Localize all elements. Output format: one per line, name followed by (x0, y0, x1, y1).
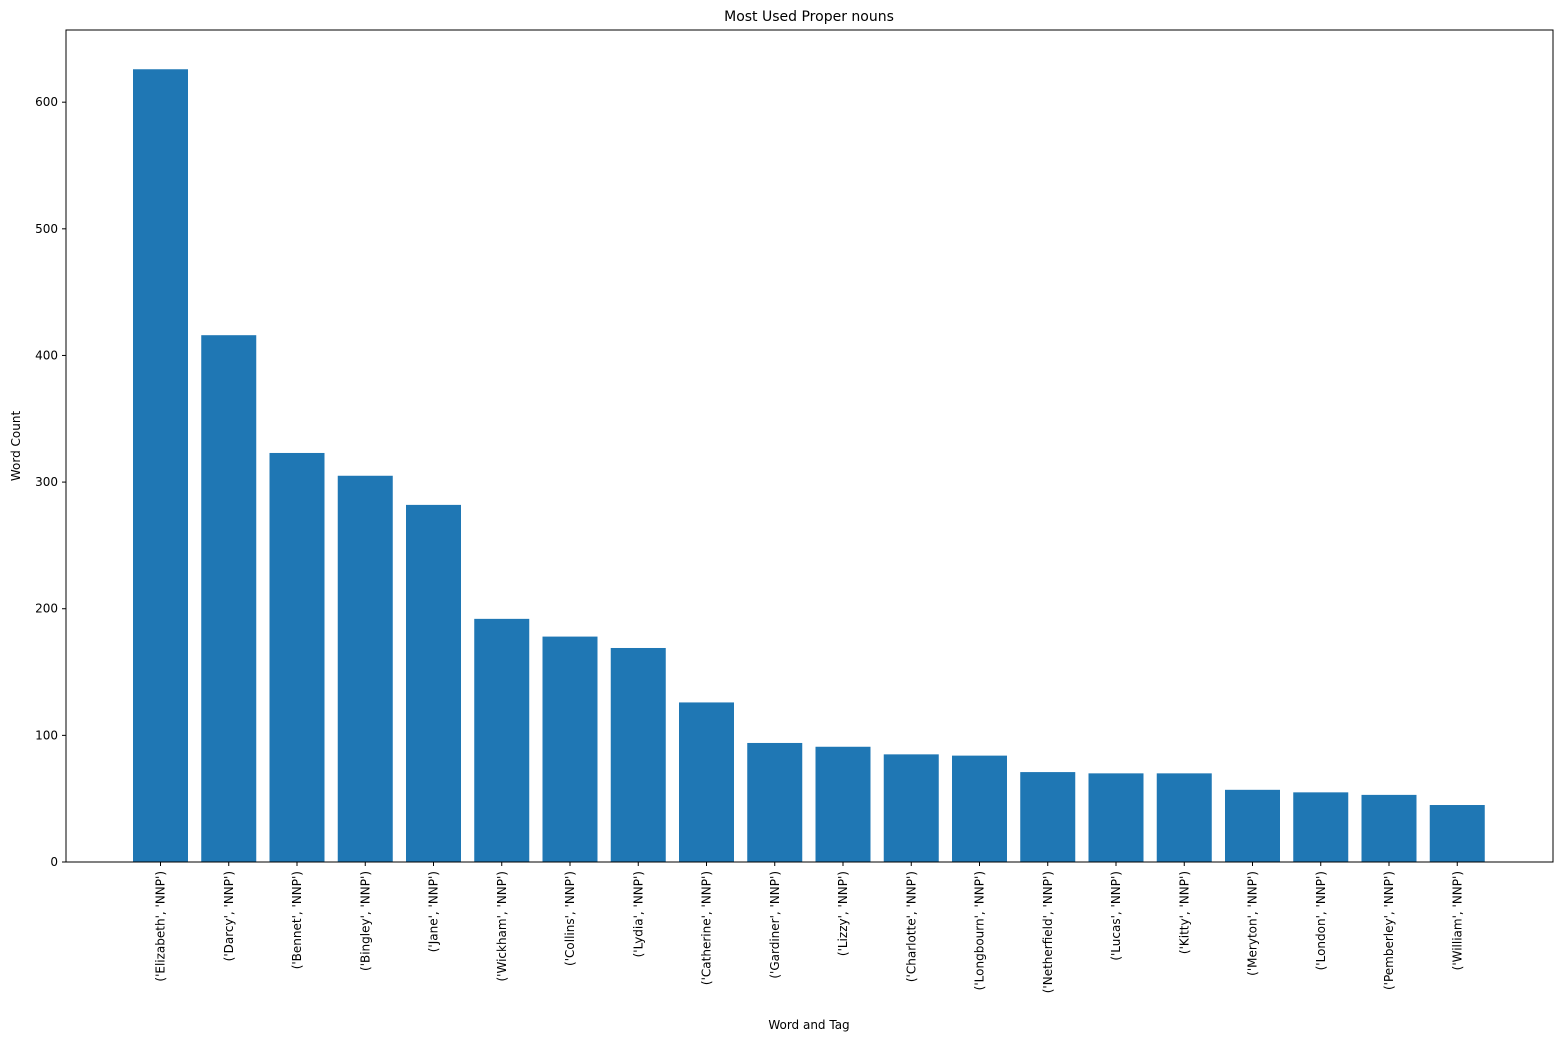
x-tick-label: ('Catherine', 'NNP') (700, 871, 714, 985)
bar (133, 69, 188, 863)
x-tick-label: ('Kitty', 'NNP') (1177, 871, 1191, 954)
x-tick-label: ('Pemberley', 'NNP') (1382, 871, 1396, 990)
x-tick-label: ('Charlotte', 'NNP') (904, 871, 918, 982)
x-tick-label: ('Meryton', 'NNP') (1246, 871, 1260, 976)
x-tick-label: ('William', 'NNP') (1450, 871, 1464, 970)
x-tick-label: ('Jane', 'NNP') (427, 871, 441, 952)
y-tick-label: 500 (35, 222, 58, 236)
y-tick-label: 600 (35, 95, 58, 109)
x-axis-label: Word and Tag (768, 1018, 849, 1032)
x-axis-ticks: ('Elizabeth', 'NNP') ('Darcy', 'NNP') ('Be… (154, 862, 1464, 993)
bar (952, 755, 1007, 862)
bar (269, 452, 325, 862)
x-tick-label: ('Darcy', 'NNP') (222, 871, 236, 961)
bar (1225, 789, 1280, 862)
x-tick-label: ('Gardiner', 'NNP') (768, 871, 782, 979)
bar (815, 746, 871, 862)
x-tick-label: ('Netherfield', 'NNP') (1041, 871, 1055, 993)
plot-frame (65, 29, 1554, 863)
y-tick-label: 300 (35, 475, 58, 489)
y-axis-ticks: 0 100 200 300 400 500 600 (35, 95, 66, 869)
bar (1293, 792, 1349, 862)
x-tick-label: ('Lucas', 'NNP') (1109, 871, 1123, 961)
y-tick-label: 400 (35, 348, 58, 362)
x-tick-label: ('Elizabeth', 'NNP') (154, 871, 168, 982)
x-tick-label: ('Bennet', 'NNP') (290, 871, 304, 969)
x-tick-label: ('London', 'NNP') (1314, 871, 1328, 970)
bar (1020, 772, 1076, 862)
bar (1156, 773, 1212, 862)
bar (1429, 805, 1485, 862)
bar (474, 618, 530, 862)
x-tick-label: ('Collins', 'NNP') (563, 871, 577, 966)
chart-title: Most Used Proper nouns (724, 9, 894, 25)
x-tick-label: ('Longbourn', 'NNP') (973, 871, 987, 990)
x-tick-label: ('Lizzy', 'NNP') (836, 871, 850, 956)
x-tick-label: ('Wickham', 'NNP') (495, 871, 509, 982)
bar (1088, 773, 1144, 862)
bar (406, 504, 461, 862)
y-tick-label: 200 (35, 602, 58, 616)
bar (542, 636, 598, 862)
y-tick-label: 100 (35, 728, 58, 742)
y-tick-label: 0 (50, 855, 58, 869)
bars-group (133, 69, 1485, 863)
y-axis-label: Word Count (9, 411, 23, 482)
bar (201, 335, 257, 862)
bar (337, 475, 393, 862)
bar (679, 702, 734, 862)
bar (1361, 794, 1417, 862)
bar (747, 742, 803, 862)
bar (883, 754, 939, 862)
x-tick-label: ('Lydia', 'NNP') (631, 871, 645, 957)
x-tick-label: ('Bingley', 'NNP') (358, 871, 372, 971)
bar (610, 647, 666, 862)
